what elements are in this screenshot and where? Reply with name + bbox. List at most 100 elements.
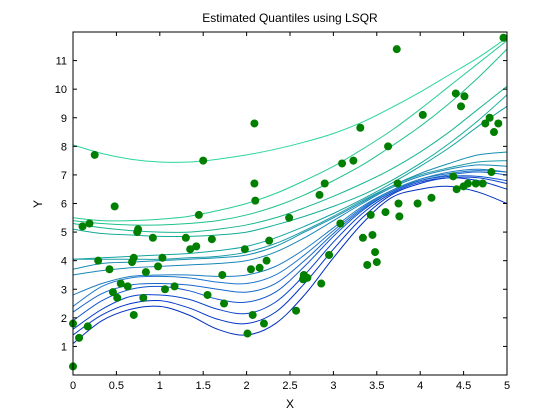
data-point [194,210,203,219]
x-tick-label: 0 [70,380,76,392]
data-point [181,233,190,242]
chart-title: Estimated Quantiles using LSQR [202,11,378,25]
data-point [134,225,143,234]
quantile-curve-6 [72,170,508,307]
data-point [248,310,257,319]
data-point [285,213,294,222]
data-point [90,150,99,159]
data-point [255,263,264,272]
axes-box: 0 0.5 1 1.5 2 2.5 3 3.5 4 4.5 5 1 2 3 4 5 6 7 8 9 10 11 [55,31,510,392]
x-tick-label: 1 [157,380,163,392]
data-point [363,260,372,269]
data-point [240,245,249,254]
data-point [372,258,381,267]
x-tick-label: 4.5 [456,380,471,392]
quantile-curve-16 [72,37,508,163]
data-point [94,256,103,265]
x-tick-label: 2.5 [282,380,297,392]
quantile-curve-9 [72,151,508,270]
data-point [395,212,404,221]
data-point [349,156,358,165]
data-point [499,33,508,42]
x-axis-label: X [286,397,294,411]
data-point [325,250,334,259]
scatter-points [69,33,508,371]
quantile-curve-5 [72,171,508,313]
data-point [336,219,345,228]
data-point [487,168,496,177]
data-point [418,110,427,119]
data-point [262,256,271,265]
data-point [83,322,92,331]
data-point [265,236,274,245]
x-tick-label: 2 [244,380,250,392]
y-tick-label: 2 [61,313,67,325]
data-point [478,179,487,188]
y-tick-label: 1 [61,341,67,353]
data-point [243,329,252,338]
plot-frame [72,31,508,376]
quantile-curves [72,37,508,344]
data-point [110,202,119,211]
data-point [148,233,157,242]
data-point [394,199,403,208]
data-point [315,190,324,199]
data-point [292,306,301,315]
data-point [220,299,229,308]
x-tick-label: 3.5 [369,380,384,392]
y-tick-label: 5 [61,227,67,239]
data-point [129,310,138,319]
data-point [381,208,390,217]
data-point [85,219,94,228]
y-tick-label: 3 [61,284,67,296]
data-point [199,156,208,165]
data-point [251,196,260,205]
quantile-curve-14 [72,48,508,226]
data-point [384,142,393,151]
data-point [170,282,179,291]
quantile-curve-8 [72,164,508,276]
data-point [78,222,87,231]
data-point [371,248,380,257]
y-tick-label: 9 [61,113,67,125]
y-tick-label: 10 [55,84,67,96]
data-point [368,230,377,239]
data-point [250,119,259,128]
data-point [463,179,472,188]
data-point [186,245,195,254]
data-point [366,210,375,219]
data-point [75,333,84,342]
data-point [161,285,170,294]
y-tick-label: 7 [61,170,67,182]
data-point [218,270,227,279]
data-point [452,185,461,194]
data-point [451,89,460,98]
data-point [108,288,117,297]
data-point [413,199,422,208]
data-point [481,119,490,128]
data-point [320,179,329,188]
data-point [471,179,480,188]
data-point [141,268,150,277]
quantile-curve-11 [72,105,508,260]
quantile-curve-13 [72,85,508,233]
x-tick-label: 5 [504,380,510,392]
x-tick-label: 4 [417,380,423,392]
quantile-curve-3 [72,176,508,330]
y-tick-label: 6 [61,199,67,211]
data-point [303,273,312,282]
data-point [250,179,259,188]
x-tick-label: 3 [330,380,336,392]
data-point [154,262,163,271]
data-point [123,282,132,291]
data-point [207,235,216,244]
quantile-curve-10 [73,160,508,260]
y-tick-label: 4 [61,256,67,268]
data-point [338,159,347,168]
data-point [317,279,326,288]
data-point [449,172,458,181]
data-point [460,92,469,101]
data-point [393,179,402,188]
